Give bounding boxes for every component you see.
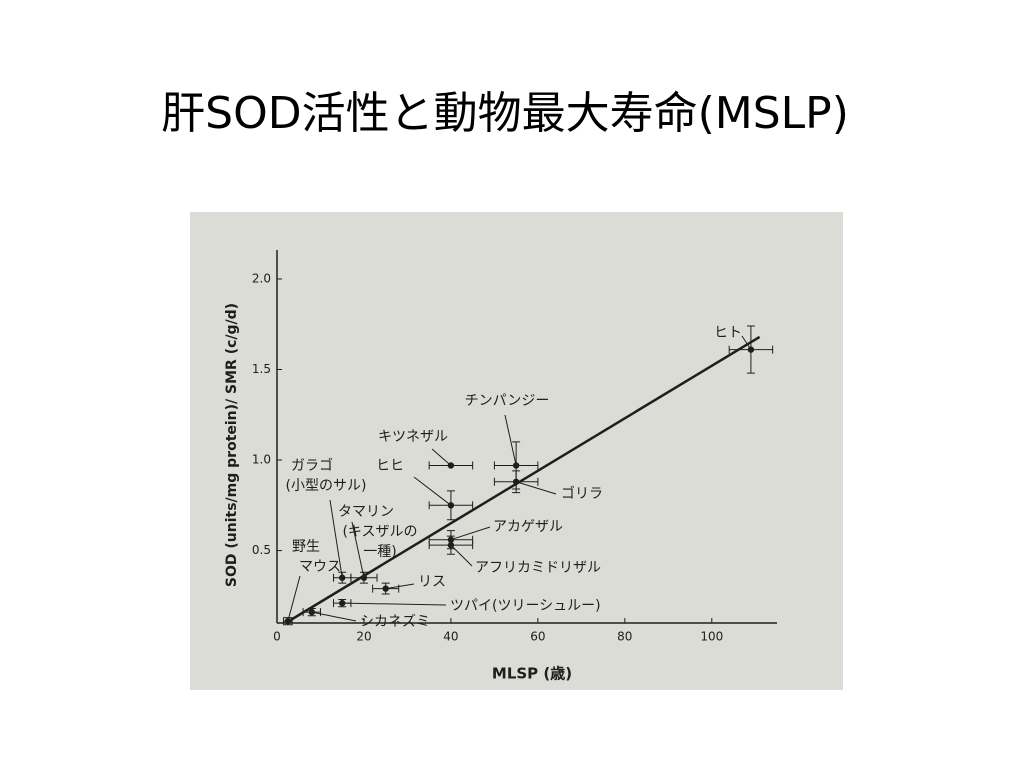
leader-line bbox=[450, 544, 473, 567]
point-label: シカネズミ bbox=[360, 614, 430, 630]
x-tick-label: 40 bbox=[443, 630, 458, 644]
point-label: タマリン bbox=[338, 504, 394, 520]
leader-line bbox=[413, 476, 452, 506]
y-tick-label: 1.0 bbox=[252, 453, 271, 467]
leader-line bbox=[741, 335, 752, 350]
x-tick-label: 80 bbox=[617, 630, 632, 644]
y-tick-label: 2.0 bbox=[252, 271, 271, 285]
point-label: マウス bbox=[299, 559, 341, 575]
x-axis-label: MLSP (歳) bbox=[492, 665, 572, 683]
point-label: ガラゴ bbox=[291, 457, 333, 474]
point-label: ゴリラ bbox=[561, 485, 603, 502]
point-label: ヒヒ bbox=[376, 458, 404, 474]
point-label: 野生 bbox=[292, 539, 320, 555]
x-tick-label: 100 bbox=[700, 630, 723, 644]
leader-line bbox=[342, 602, 447, 606]
point-label: ヒト bbox=[714, 325, 742, 341]
leader-line bbox=[450, 526, 491, 541]
y-axis-label: SOD (units/mg protein)/ SMR (c/g/d) bbox=[224, 303, 240, 587]
y-tick-label: 1.5 bbox=[252, 362, 271, 376]
slide-title: 肝SOD活性と動物最大寿命(MSLP) bbox=[161, 88, 849, 139]
leader-line bbox=[504, 414, 517, 466]
x-tick-label: 60 bbox=[530, 630, 545, 644]
point-label: (小型のサル) bbox=[286, 478, 367, 494]
leader-line bbox=[515, 481, 557, 495]
leader-line bbox=[329, 499, 343, 578]
point-label: リス bbox=[418, 574, 446, 590]
x-tick-label: 0 bbox=[273, 630, 281, 644]
point bbox=[382, 585, 389, 592]
point bbox=[512, 478, 520, 485]
y-tick-label: 0.5 bbox=[252, 543, 271, 557]
leader-line bbox=[431, 448, 452, 466]
leader-line bbox=[287, 575, 301, 622]
point-label: ツパイ(ツリーシュルー) bbox=[450, 598, 601, 614]
point-label: (キスザルの bbox=[342, 524, 417, 540]
leader-line bbox=[311, 611, 357, 622]
point-label: 一種) bbox=[363, 544, 396, 560]
point bbox=[339, 599, 346, 607]
leader-line bbox=[351, 521, 365, 578]
leader-line bbox=[385, 583, 415, 590]
x-tick-label: 20 bbox=[356, 630, 371, 644]
point-label: キツネザル bbox=[378, 429, 448, 445]
point-label: アカゲザル bbox=[493, 519, 563, 535]
point-label: チンパンジー bbox=[465, 393, 550, 409]
point-label: アフリカミドリザル bbox=[475, 560, 601, 576]
point bbox=[308, 608, 315, 616]
